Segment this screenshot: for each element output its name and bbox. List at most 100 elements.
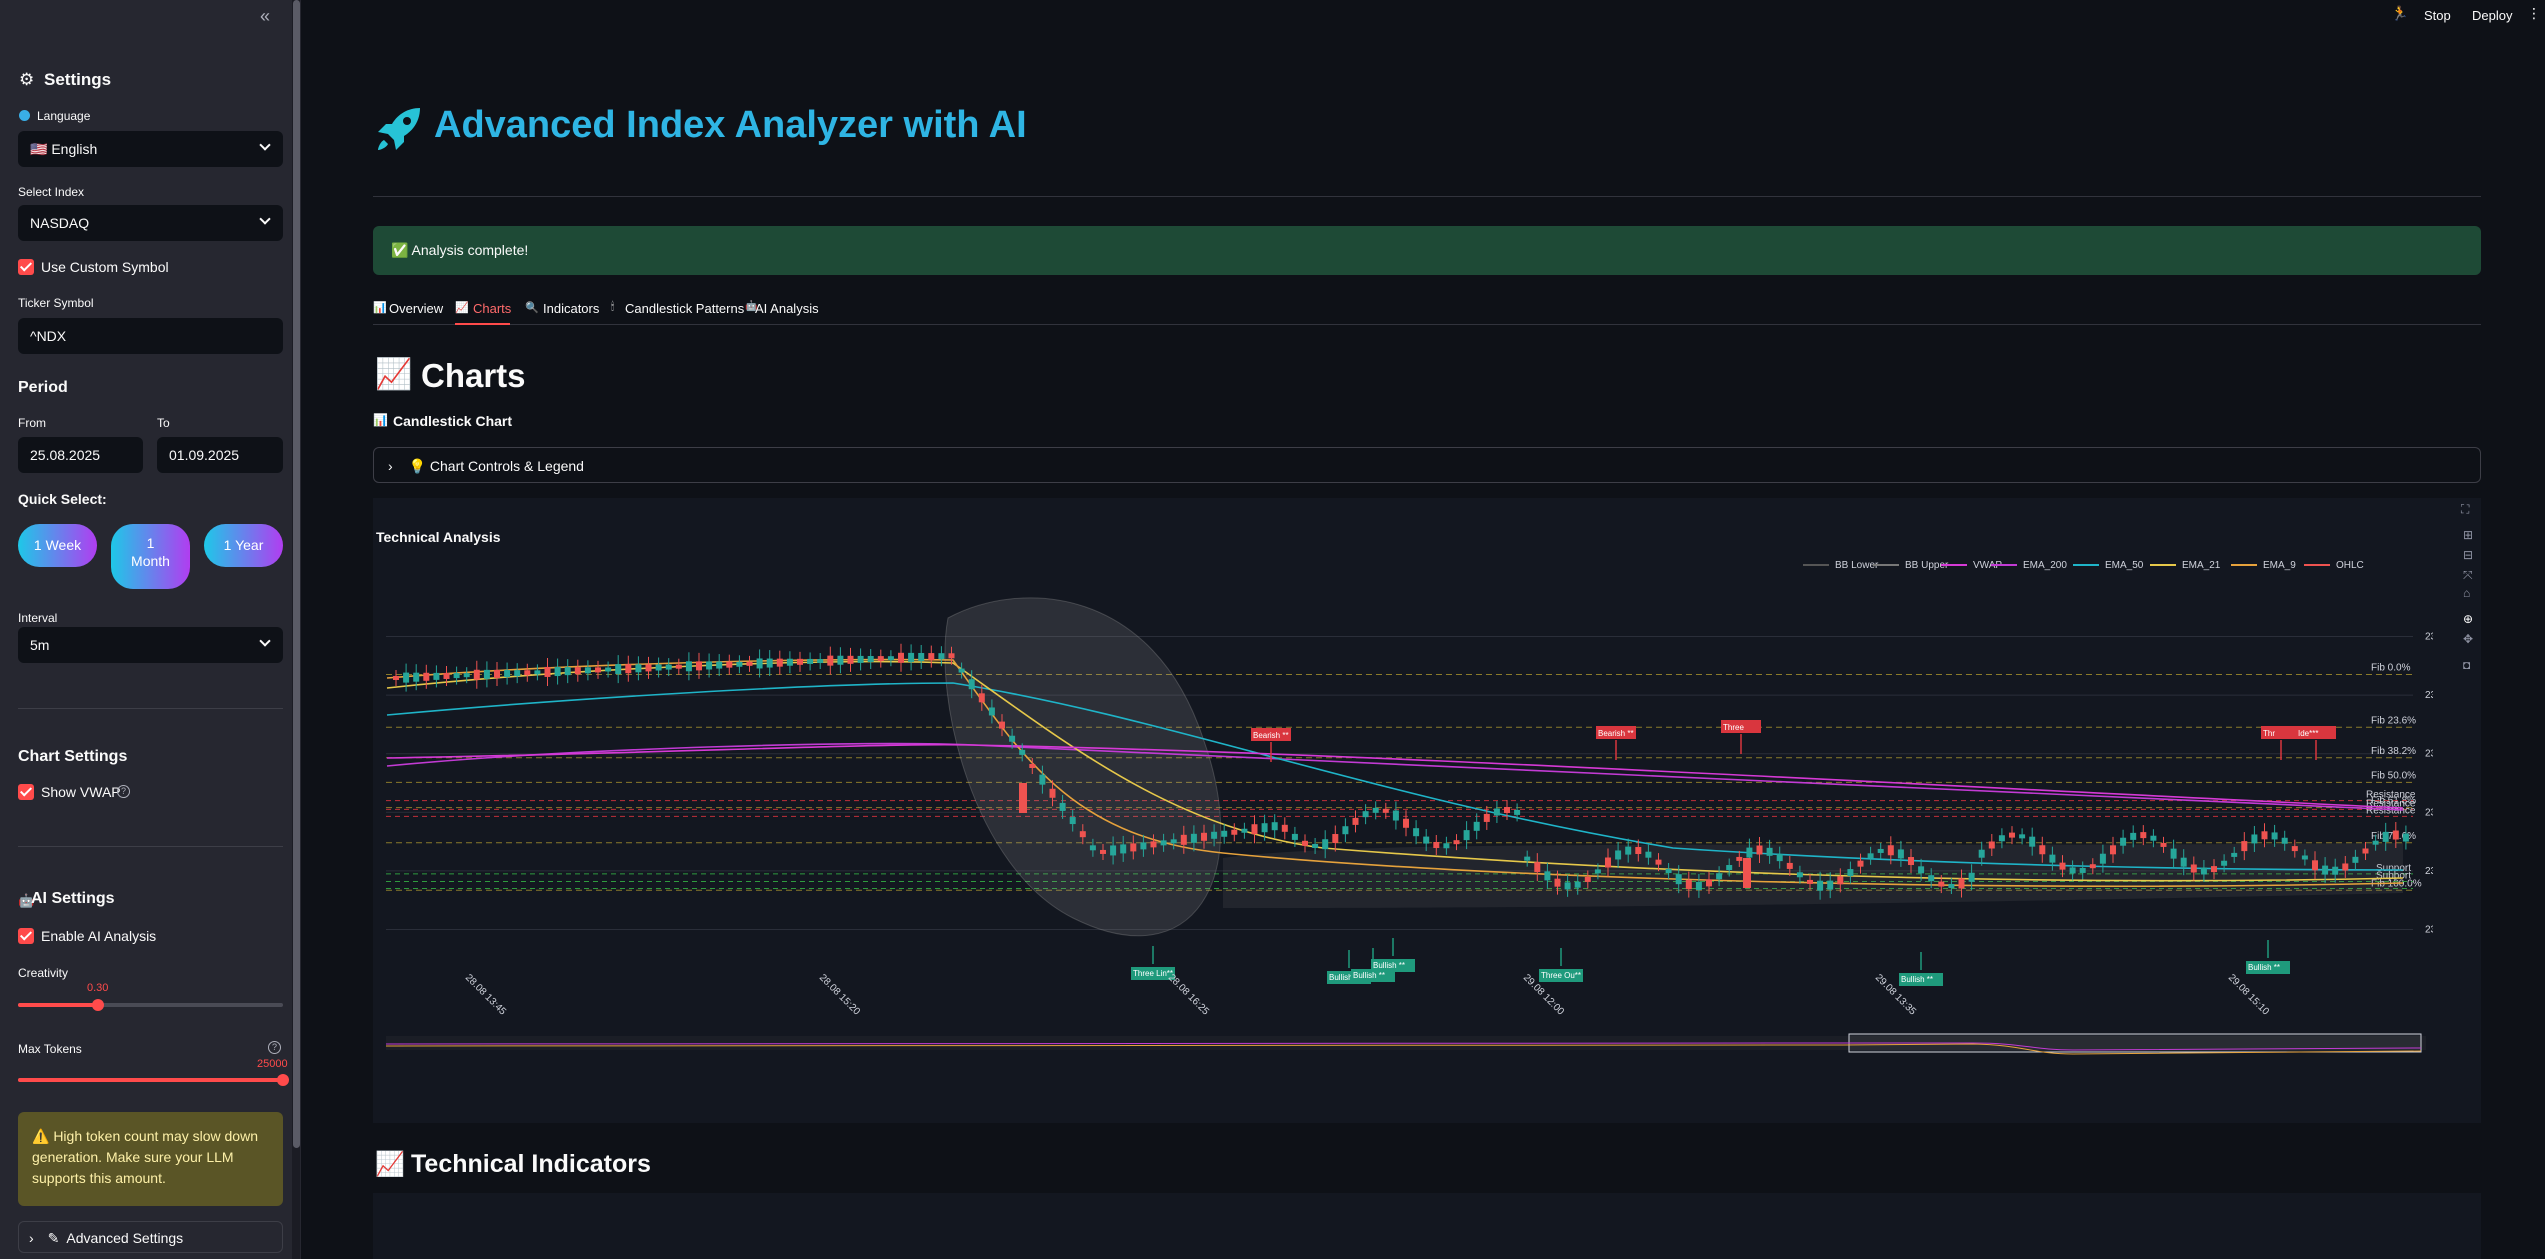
candle-body (797, 658, 803, 665)
candle-body (1100, 849, 1106, 854)
candle-body (1756, 845, 1763, 855)
enable-ai-checkbox[interactable] (18, 928, 34, 944)
pan-icon[interactable]: ✥ (2463, 632, 2474, 646)
candle-body (1120, 844, 1127, 854)
candle-body (1342, 826, 1349, 835)
from-date-input[interactable]: 25.08.2025 (18, 437, 143, 473)
collapse-sidebar-icon[interactable]: « (260, 6, 271, 26)
fib-label: Fib 0.0% (2371, 663, 2411, 674)
deploy-button[interactable]: Deploy (2472, 8, 2513, 23)
quick-1-month-button[interactable]: 1 Month (111, 524, 190, 589)
candle-body (1574, 881, 1581, 888)
chart-controls-expander[interactable]: › 💡 Chart Controls & Legend (373, 447, 2481, 483)
candle-body (2039, 845, 2046, 855)
candle-body (1190, 833, 1197, 843)
ticker-symbol-input[interactable]: ^NDX (18, 318, 283, 354)
chevron-down-icon (259, 139, 271, 151)
candle-body (2120, 837, 2127, 846)
advanced-settings-expander[interactable]: › ✎ Advanced Settings (18, 1221, 283, 1253)
zoom-in-icon[interactable]: ⊞ (2463, 528, 2474, 542)
show-vwap-checkbox[interactable] (18, 784, 34, 800)
language-select[interactable]: 🇺🇸 English (18, 131, 283, 167)
y-tick-label: 23.6k (2425, 749, 2433, 760)
candle-body (2049, 854, 2056, 863)
candle-body (1786, 862, 1793, 869)
help-icon[interactable]: ? (268, 1041, 281, 1054)
candle-body (2150, 835, 2157, 841)
y-tick-label: 23.4k (2425, 866, 2433, 877)
candle-body (463, 673, 470, 678)
candle-body (1453, 840, 1460, 845)
quick-1-week-button[interactable]: 1 Week (18, 524, 97, 567)
candle-body (857, 655, 864, 663)
quick-select-label: Quick Select: (18, 491, 107, 507)
bearish-pattern-label: Bearish ** (1253, 731, 1289, 740)
zoom-out-icon[interactable]: ⊟ (2463, 548, 2474, 562)
fullscreen-icon[interactable]: ⛶ (2461, 502, 2470, 516)
candle-body (2089, 864, 2096, 869)
success-alert: ✅ Analysis complete! (373, 226, 2481, 275)
y-tick-label: 23.5k (2425, 807, 2433, 818)
candle-body (1211, 831, 1218, 839)
chart-svg[interactable]: 23.8k23.7k23.6k23.5k23.4k23.3kPriceFib 0… (373, 498, 2433, 1123)
bullish-pattern-label: Bullish ** (1373, 961, 1405, 970)
creativity-slider[interactable] (18, 999, 283, 1011)
fib-label: Fib 38.2% (2371, 746, 2416, 757)
select-index-select[interactable]: NASDAQ (18, 205, 283, 241)
quick-1-year-button[interactable]: 1 Year (204, 524, 283, 567)
bearish-pattern-label: Three (1723, 723, 1744, 732)
tab-ai-analysis[interactable]: AI Analysis (745, 301, 819, 316)
tab-candlestick-patterns[interactable]: Candlestick Patterns (611, 301, 744, 316)
candle-body (2160, 842, 2167, 847)
candle-body (1988, 841, 1995, 849)
candle-body (1665, 869, 1672, 874)
candle-body (393, 676, 399, 680)
tab-indicators-label: Indicators (543, 301, 600, 316)
candle-body (1817, 880, 1824, 891)
legend-item: EMA_200 (2023, 560, 2067, 571)
zoom-icon[interactable]: ⊕ (2463, 612, 2474, 626)
tab-charts[interactable]: Charts (455, 301, 511, 316)
creativity-label: Creativity (18, 966, 69, 980)
tab-indicators[interactable]: Indicators (525, 301, 599, 316)
candle-body (1918, 866, 1925, 874)
candle-body (1685, 880, 1692, 890)
legend-item: EMA_50 (2105, 560, 2144, 571)
candle-body (1796, 872, 1803, 878)
candle-body (1281, 824, 1288, 832)
candle-body (1302, 840, 1308, 846)
sidebar-scrollbar-thumb[interactable] (293, 0, 300, 1148)
candle-body (746, 661, 753, 666)
max-tokens-slider-knob[interactable] (277, 1074, 289, 1086)
candle-body (1110, 845, 1117, 856)
fib-label: Fib 50.0% (2371, 770, 2416, 781)
to-date-input[interactable]: 01.09.2025 (157, 437, 283, 473)
candle-body (1908, 857, 1914, 866)
creativity-slider-knob[interactable] (92, 999, 104, 1011)
candle-body (1069, 817, 1076, 825)
candle-body (999, 721, 1005, 729)
candle-body (1867, 853, 1874, 859)
camera-icon[interactable]: ◘ (2463, 658, 2471, 672)
bullish-pattern-label-box (2246, 961, 2290, 974)
candle-body (1059, 802, 1066, 811)
home-icon[interactable]: ⌂ (2463, 586, 2471, 600)
candle-body (1524, 856, 1531, 861)
stop-button[interactable]: Stop (2424, 8, 2451, 23)
chart-panel: Technical Analysis ⛶ ⊞ ⊟ ⤧ ⌂ ⊕ ✥ ◘ 23.8k… (373, 498, 2481, 1123)
max-tokens-slider[interactable] (18, 1074, 289, 1086)
use-custom-symbol-checkbox[interactable] (18, 259, 34, 275)
interval-select[interactable]: 5m (18, 627, 283, 663)
main-menu-icon[interactable]: ⋮ (2527, 5, 2541, 21)
bearish-pattern-label: Thr (2263, 729, 2275, 738)
series-line-vwap (386, 743, 2404, 809)
help-icon[interactable]: ? (117, 785, 130, 798)
bullish-pattern-label: Bullish ** (1353, 971, 1385, 980)
candle-body (2231, 852, 2238, 857)
tab-overview[interactable]: Overview (373, 301, 443, 316)
candle-body (625, 664, 632, 674)
range-slider-series (385, 1042, 2422, 1051)
autoscale-icon[interactable]: ⤧ (2463, 568, 2473, 582)
candle-body (1201, 832, 1207, 841)
